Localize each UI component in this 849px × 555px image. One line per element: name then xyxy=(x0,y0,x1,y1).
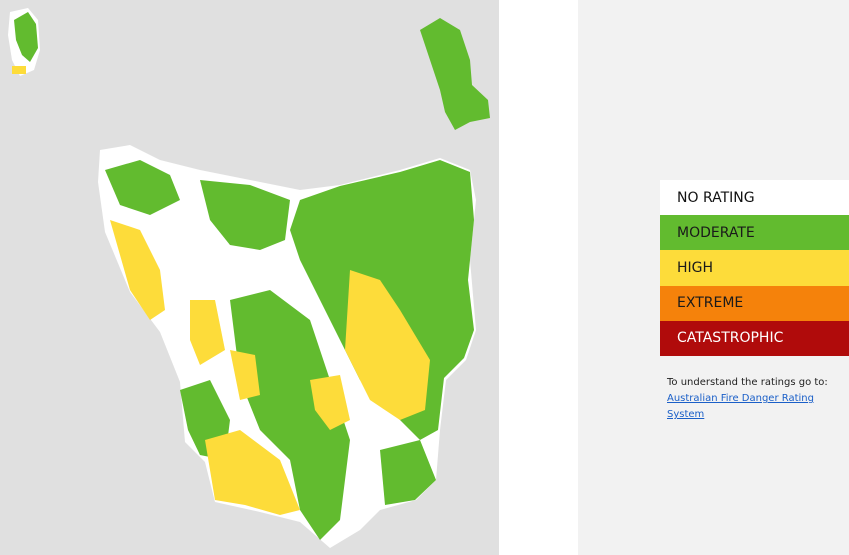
legend-label: HIGH xyxy=(677,259,714,276)
high-area xyxy=(190,300,225,365)
legend: NO RATING MODERATE HIGH EXTREME CATASTROPHIC xyxy=(660,180,849,356)
legend-item: EXTREME xyxy=(660,285,849,321)
legend-item: MODERATE xyxy=(660,215,849,251)
legend-label: NO RATING xyxy=(677,189,755,206)
legend-label: CATASTROPHIC xyxy=(677,330,784,347)
moderate-area xyxy=(14,12,38,62)
high-area xyxy=(205,430,300,515)
high-area xyxy=(230,350,260,400)
moderate-area xyxy=(200,180,290,250)
legend-item: CATASTROPHIC xyxy=(660,320,849,356)
moderate-area xyxy=(380,440,436,505)
divider xyxy=(499,0,578,555)
moderate-area xyxy=(105,160,180,215)
legend-item: NO RATING xyxy=(660,180,849,216)
legend-item: HIGH xyxy=(660,250,849,286)
map xyxy=(0,0,499,555)
high-area xyxy=(345,270,430,420)
high-area xyxy=(12,66,26,74)
island xyxy=(420,18,490,130)
high-area xyxy=(110,220,165,320)
note-text: To understand the ratings go to: xyxy=(667,377,828,388)
legend-label: MODERATE xyxy=(677,224,755,241)
rating-link[interactable]: Australian Fire Danger Rating System xyxy=(667,393,814,420)
legend-label: EXTREME xyxy=(677,295,744,312)
note: To understand the ratings go to: Austral… xyxy=(667,375,849,423)
high-area xyxy=(310,375,350,430)
moderate-area xyxy=(230,290,350,540)
